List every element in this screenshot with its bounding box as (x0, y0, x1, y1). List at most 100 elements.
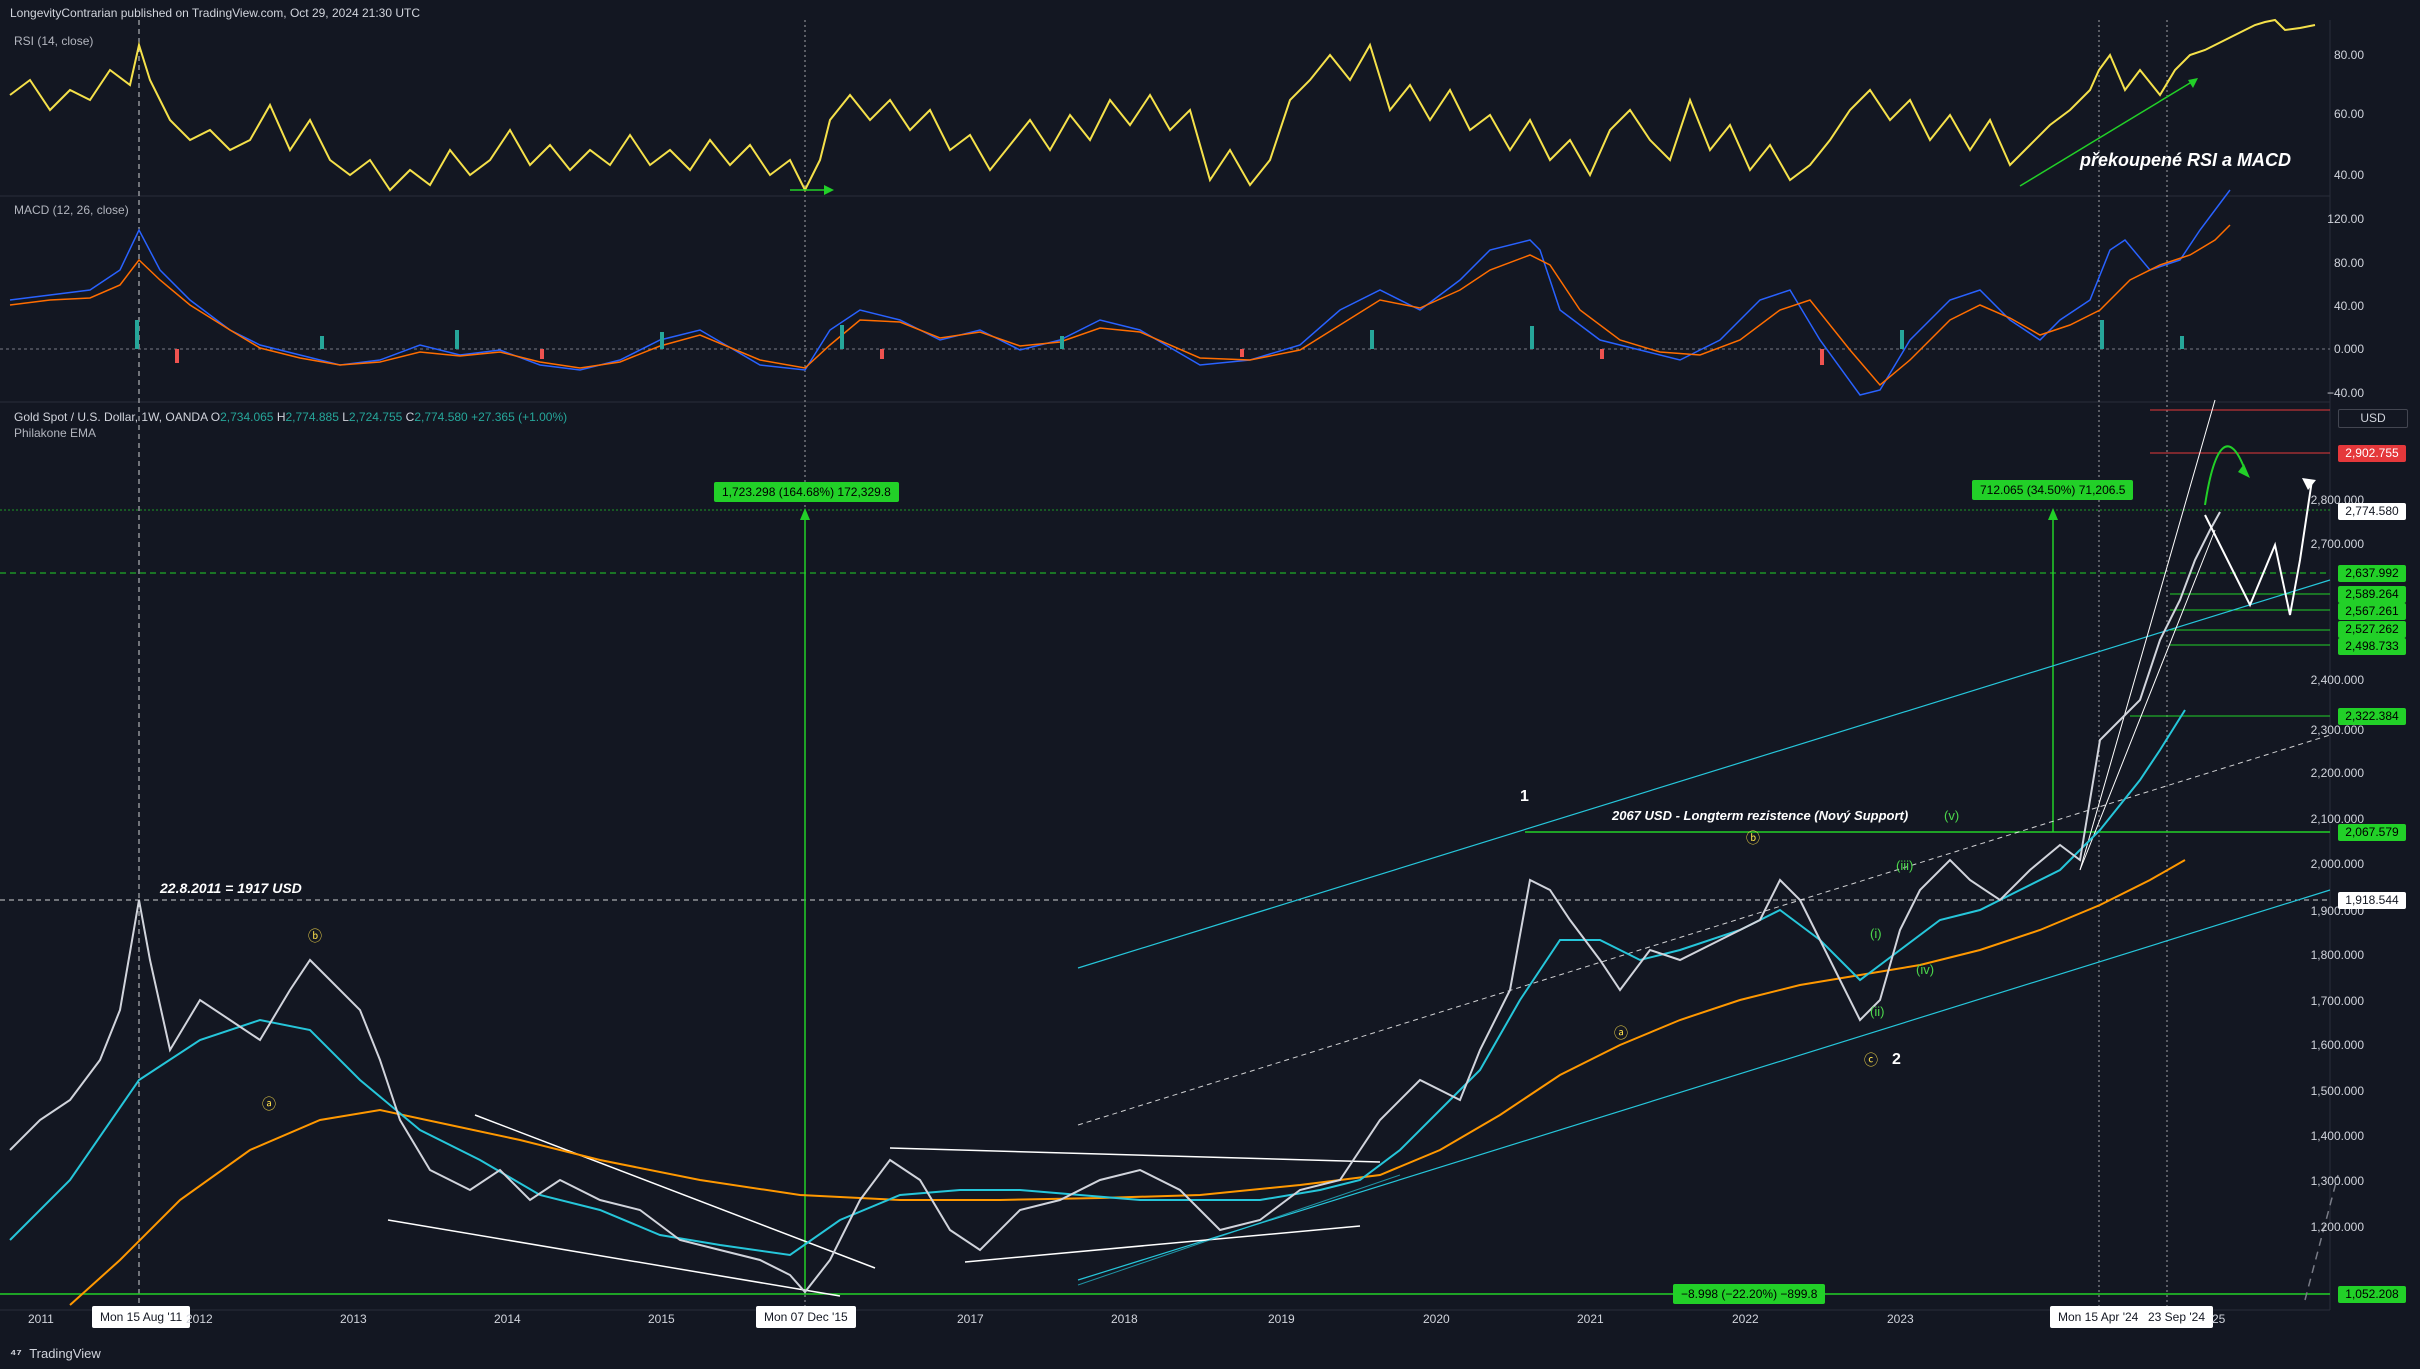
rsi-trend-arrowhead (2188, 78, 2198, 88)
year-2018: 2018 (1111, 1312, 1138, 1326)
publisher-line: LongevityContrarian published on Trading… (10, 6, 421, 20)
forecast-white-arrowhead (2302, 478, 2316, 490)
rsi-tick-40: 40.00 (2333, 168, 2364, 182)
price-tick-1200: 1,200.000 (2310, 1220, 2364, 1234)
year-2022: 2022 (1732, 1312, 1759, 1326)
change-value: +27.365 (+1.00%) (471, 410, 568, 424)
price-tick-1800: 1,800.000 (2310, 948, 2364, 962)
wedge-lower (2079, 529, 2216, 871)
price-tick-1600: 1,600.000 (2310, 1038, 2364, 1052)
annotation-resistance: 2067 USD - Longterm rezistence (Nový Sup… (1612, 808, 1909, 823)
time-box-dec15: Mon 07 Dec '15 (756, 1306, 856, 1328)
price-tick-2100: 2,100.000 (2310, 812, 2364, 826)
macd-tick-80: 80.00 (2333, 256, 2364, 270)
wave-label-iii: (iii) (1896, 858, 1914, 873)
measure-box-3[interactable]: −8.998 (−22.20%) −899.8 (1673, 1284, 1826, 1304)
wave-label-iv: (iv) (1916, 962, 1935, 977)
measure1-arrowhead (800, 508, 810, 520)
time-box-apr24: Mon 15 Apr '24 (2050, 1306, 2147, 1328)
tag-2067: 2,067.579 (2338, 824, 2406, 841)
forecast-green-arrowhead (2238, 464, 2250, 478)
tag-1052: 1,052.208 (2338, 1286, 2406, 1303)
tag-1918: 1,918.544 (2338, 892, 2406, 909)
wave-label-ii: (ii) (1870, 1004, 1885, 1019)
high-value: 2,774.885 (285, 410, 339, 424)
year-2013: 2013 (340, 1312, 367, 1326)
channel-upper (1077, 579, 2331, 969)
tradingview-logo[interactable]: ⁴⁷ TradingView (10, 1346, 101, 1361)
wave-label-i: (i) (1870, 926, 1882, 941)
close-label: C (405, 410, 415, 424)
tag-2637: 2,637.992 (2338, 565, 2406, 582)
wave-label-1: 1 (1520, 788, 1529, 805)
year-2017: 2017 (957, 1312, 984, 1326)
macd-tick-120: 120.00 (2327, 212, 2364, 226)
price-tick-2200: 2,200.000 (2310, 766, 2364, 780)
price-tick-2400: 2,400.000 (2310, 673, 2364, 687)
tag-2527: 2,527.262 (2338, 621, 2406, 638)
measure-box-2[interactable]: 712.065 (34.50%) 71,206.5 (1972, 480, 2134, 500)
year-2020: 2020 (1423, 1312, 1450, 1326)
open-value: 2,734.065 (220, 410, 274, 424)
measure-box-1[interactable]: 1,723.298 (164.68%) 172,329.8 (714, 482, 899, 502)
macd-tick-40: 40.00 (2333, 299, 2364, 313)
projection-dashed (2304, 1174, 2339, 1301)
rsi-tick-60: 60.00 (2333, 107, 2364, 121)
signal-line (9, 224, 2231, 387)
rsi-label[interactable]: RSI (14, close) (14, 34, 94, 48)
currency-selector[interactable]: USD (2338, 409, 2408, 428)
time-box-aug11: Mon 15 Aug '11 (92, 1306, 191, 1328)
wave-label-c2: ⓒ (1864, 1052, 1878, 1068)
year-2021: 2021 (1577, 1312, 1604, 1326)
close-value: 2,774.580 (414, 410, 468, 424)
rsi-trend-arrow (2019, 79, 2196, 187)
year-2019: 2019 (1268, 1312, 1295, 1326)
price-tick-2700: 2,700.000 (2310, 537, 2364, 551)
year-2014: 2014 (494, 1312, 521, 1326)
wave-label-v: (v) (1944, 808, 1960, 823)
triangle-lower (964, 1225, 1361, 1263)
indicator-label[interactable]: Philakone EMA (14, 426, 97, 440)
high-label: H (276, 410, 286, 424)
tradingview-brand: TradingView (29, 1346, 101, 1361)
low-label: L (342, 410, 349, 424)
wave-label-b2: ⓑ (1746, 830, 1760, 846)
ema-orange (69, 859, 2186, 1306)
wedge-upper (2079, 399, 2216, 871)
open-label: O (210, 410, 221, 424)
rsi-line (9, 18, 2316, 193)
macd-tick-neg40: −40.00 (2326, 386, 2364, 400)
wave-label-a1: ⓐ (262, 1096, 276, 1112)
time-box-sep24: 23 Sep '24 (2140, 1306, 2214, 1328)
year-2015: 2015 (648, 1312, 675, 1326)
year-2011: 2011 (28, 1312, 54, 1326)
price-tick-2000: 2,000.000 (2310, 857, 2364, 871)
price-tick-1700: 1,700.000 (2310, 994, 2364, 1008)
ema-cyan (9, 709, 2186, 1257)
tag-2498: 2,498.733 (2338, 638, 2406, 655)
year-2025: 25 (2212, 1312, 2226, 1326)
wave-label-b1: ⓑ (308, 928, 322, 944)
forecast-green (2204, 445, 2246, 506)
tag-2589: 2,589.264 (2338, 586, 2406, 603)
low-value: 2,724.755 (348, 410, 403, 424)
channel-mid (1077, 734, 2331, 1126)
tag-2567: 2,567.261 (2338, 603, 2406, 620)
rsi-annotation: překoupené RSI a MACD (2080, 150, 2292, 170)
price-tick-1500: 1,500.000 (2310, 1084, 2364, 1098)
annotation-2011-high: 22.8.2011 = 1917 USD (160, 880, 302, 896)
measure2-arrowhead (2048, 508, 2058, 520)
price-tick-2300: 2,300.000 (2310, 723, 2364, 737)
macd-label[interactable]: MACD (12, 26, close) (14, 203, 129, 217)
symbol-header[interactable]: Gold Spot / U.S. Dollar, 1W, OANDA O2,73… (14, 410, 567, 424)
symbol-name: Gold Spot / U.S. Dollar, 1W, OANDA (14, 410, 208, 424)
wave-label-2: 2 (1892, 1051, 1901, 1068)
tag-2322: 2,322.384 (2338, 708, 2406, 725)
rsi-tick-80: 80.00 (2333, 48, 2364, 62)
tradingview-icon: ⁴⁷ (10, 1346, 22, 1361)
price-path (9, 511, 2221, 1294)
triangle-upper (889, 1147, 1381, 1163)
year-2023: 2023 (1887, 1312, 1914, 1326)
macd-tick-0: 0.000 (2333, 342, 2364, 356)
